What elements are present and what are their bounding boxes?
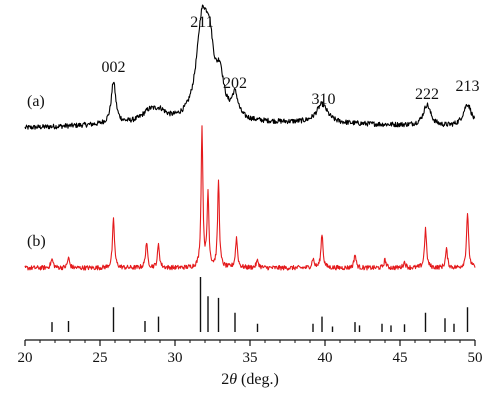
- x-tick-label: 20: [18, 350, 33, 366]
- x-axis-title-prefix: 2: [221, 371, 229, 388]
- x-tick-label: 40: [318, 350, 333, 366]
- x-tick-label: 25: [93, 350, 108, 366]
- x-axis-title: 2θ (deg.): [221, 371, 279, 388]
- series-labels: (a) (b): [27, 93, 46, 250]
- reference-lines: [51, 277, 469, 332]
- x-tick-label: 45: [393, 350, 408, 366]
- peak-label-211: 211: [190, 14, 213, 31]
- peak-label-222: 222: [415, 86, 439, 103]
- series-line-b: [24, 125, 476, 271]
- series-line-a: [24, 4, 476, 130]
- peak-annotations: 002 211 202 310 222 213: [102, 14, 480, 108]
- x-axis-title-suffix: (deg.): [237, 371, 279, 388]
- series-label-b: (b): [27, 233, 46, 250]
- series-label-a: (a): [27, 93, 45, 110]
- x-ticks: 20 25 30 35 40 45 50: [18, 340, 483, 366]
- peak-label-002: 002: [102, 59, 126, 76]
- peak-label-310: 310: [312, 91, 336, 108]
- peak-label-202: 202: [223, 75, 247, 92]
- peak-label-213: 213: [456, 78, 480, 95]
- plot-layer: [24, 4, 476, 271]
- x-tick-label: 35: [243, 350, 258, 366]
- x-tick-label: 50: [468, 350, 483, 366]
- x-tick-label: 30: [168, 350, 183, 366]
- x-axis-title-theta: θ: [229, 371, 237, 388]
